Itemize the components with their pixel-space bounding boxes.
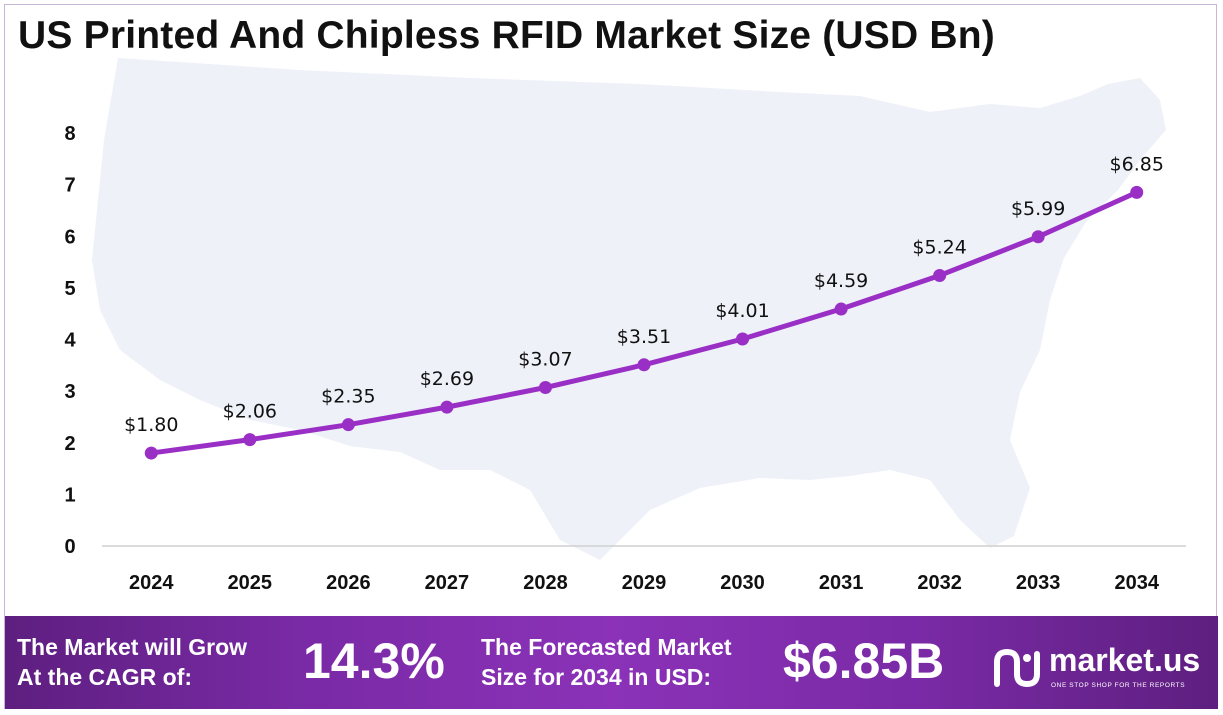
data-point [243,433,257,447]
data-label: $3.51 [617,326,671,348]
chart-title: US Printed And Chipless RFID Market Size… [18,14,995,57]
y-tick-label: 4 [64,330,76,352]
y-tick-label: 6 [64,226,75,248]
y-tick-label: 1 [64,484,75,506]
x-tick-label: 2027 [425,572,470,594]
brand-name: market.us [1049,642,1201,678]
cagr-label-line1: The Market will Grow [17,634,248,660]
data-point [933,268,947,282]
data-label: $2.69 [420,368,474,390]
y-tick-label: 5 [64,278,75,300]
forecast-label-line2: Size for 2034 in USD: [481,664,712,690]
x-tick-label: 2034 [1114,572,1159,594]
data-point [834,302,848,316]
data-point [1130,185,1144,199]
x-tick-label: 2030 [720,572,765,594]
y-tick-label: 7 [64,175,75,197]
market-us-logo: market.us ONE STOP SHOP FOR THE REPORTS [991,638,1211,698]
data-label: $2.06 [223,401,277,423]
data-label: $3.07 [518,349,572,371]
forecast-label: The Forecasted Market Size for 2034 in U… [481,632,732,692]
data-point [736,332,750,346]
market-us-logo-icon [994,648,1040,688]
data-label: $5.24 [912,236,966,258]
y-tick-label: 2 [64,433,75,455]
x-tick-label: 2031 [819,572,864,594]
forecast-value: $6.85B [783,633,945,689]
y-tick-label: 8 [64,123,75,145]
data-point [440,400,454,414]
x-tick-label: 2029 [622,572,667,594]
x-tick-label: 2025 [228,572,273,594]
data-label: $4.01 [715,300,769,322]
data-label: $4.59 [814,270,868,292]
cagr-label-line2: At the CAGR of: [17,664,193,690]
x-tick-label: 2032 [917,572,962,594]
data-label: $1.80 [124,414,178,436]
data-label: $5.99 [1011,198,1065,220]
us-map-silhouette [92,58,1166,560]
data-point [1031,230,1045,244]
summary-banner: The Market will Grow At the CAGR of: 14.… [5,616,1218,709]
x-tick-label: 2033 [1016,572,1061,594]
x-tick-label: 2024 [129,572,174,594]
data-label: $2.35 [321,386,375,408]
cagr-value: 14.3% [303,633,445,689]
brand-tagline: ONE STOP SHOP FOR THE REPORTS [1051,682,1186,689]
x-tick-label: 2028 [523,572,568,594]
cagr-label: The Market will Grow At the CAGR of: [17,632,247,692]
y-tick-label: 3 [64,381,75,403]
data-point [637,358,651,372]
data-point [144,446,158,460]
line-chart: 0 1 2 3 4 5 6 7 8 2024 2025 2026 2027 2028 2029 2030 203… [64,58,1186,594]
data-point [341,418,355,432]
data-label: $6.85 [1110,153,1164,175]
data-point [538,381,552,395]
x-tick-label: 2026 [326,572,371,594]
y-tick-label: 0 [64,536,75,558]
forecast-label-line1: The Forecasted Market [481,634,732,660]
